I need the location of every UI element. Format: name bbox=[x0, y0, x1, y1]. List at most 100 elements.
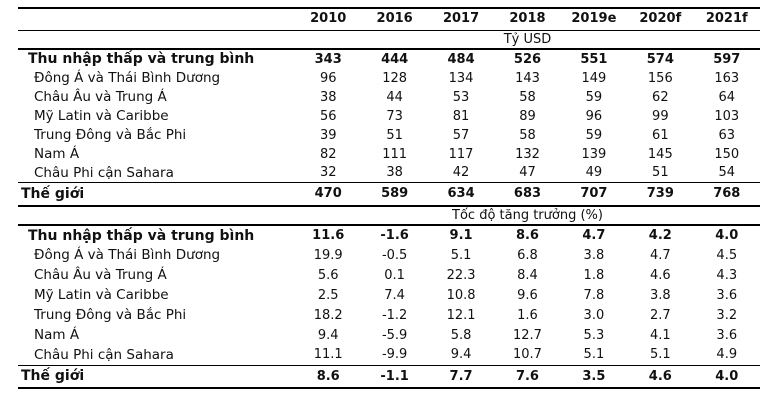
cell: 58 bbox=[519, 89, 536, 105]
cell: 96 bbox=[585, 108, 603, 124]
row-label: Thu nhập thấp và trung bình bbox=[28, 227, 255, 244]
cell: 4.0 bbox=[693, 364, 760, 390]
cell: 6.8 bbox=[517, 247, 538, 263]
remittances-table: 2010 2016 2017 2018 2019e 2020f 2021f Tỷ… bbox=[18, 7, 760, 390]
row-label: Thế giới bbox=[18, 182, 295, 207]
cell: 4.6 bbox=[649, 267, 671, 283]
table-row: Châu Phi cận Sahara 32 38 42 47 49 51 54 bbox=[18, 164, 760, 183]
cell: 59 bbox=[585, 127, 603, 143]
row-label: Nam Á bbox=[34, 146, 80, 163]
cell: 444 bbox=[381, 51, 409, 67]
cell: 11.1 bbox=[313, 347, 343, 363]
unit-band-growth-label: Tốc độ tăng trưởng (%) bbox=[295, 205, 760, 227]
column-header-2010: 2010 bbox=[295, 7, 362, 31]
cell: 3.8 bbox=[583, 247, 605, 263]
cell: -1.6 bbox=[380, 228, 409, 244]
cell: 82 bbox=[319, 146, 337, 162]
cell: 38 bbox=[386, 165, 403, 181]
column-header-2021f: 2021f bbox=[693, 7, 760, 31]
cell: 4.1 bbox=[649, 327, 671, 343]
row-label: Mỹ Latin và Caribbe bbox=[34, 287, 169, 304]
cell: 117 bbox=[448, 146, 474, 162]
cell: 4.0 bbox=[715, 228, 739, 244]
cell: 574 bbox=[646, 51, 674, 67]
cell: 81 bbox=[452, 108, 470, 124]
cell: 32 bbox=[319, 165, 337, 181]
cell: 5.1 bbox=[450, 247, 472, 263]
cell: 4.5 bbox=[716, 247, 738, 263]
cell: 7.8 bbox=[583, 287, 605, 303]
cell: 3.6 bbox=[716, 327, 738, 343]
cell: 3.8 bbox=[649, 287, 671, 303]
corner-cell bbox=[18, 7, 295, 31]
row-label: Trung Đông và Bắc Phi bbox=[34, 307, 187, 324]
cell: 597 bbox=[713, 51, 741, 67]
cell: 1.8 bbox=[583, 267, 605, 283]
cell: 3.5 bbox=[560, 364, 628, 390]
world-total-row: Thế giới 8.6 -1.1 7.7 7.6 3.5 4.6 4.0 bbox=[18, 364, 760, 390]
cell: 128 bbox=[382, 70, 408, 86]
cell: 54 bbox=[718, 165, 736, 181]
cell: 22.3 bbox=[446, 267, 476, 283]
column-header-2017: 2017 bbox=[427, 7, 495, 31]
cell: -1.1 bbox=[361, 364, 428, 390]
cell: 526 bbox=[513, 51, 542, 67]
row-label: Nam Á bbox=[34, 327, 80, 344]
cell: 5.1 bbox=[649, 347, 671, 363]
cell: 62 bbox=[652, 89, 669, 105]
cell: -9.9 bbox=[381, 347, 408, 363]
cell: 4.7 bbox=[582, 228, 606, 244]
column-header-2020f: 2020f bbox=[627, 7, 694, 31]
cell: 139 bbox=[581, 146, 607, 162]
unit-band-usd-row: Tỷ USD bbox=[18, 30, 760, 51]
cell: -1.2 bbox=[381, 307, 408, 323]
table-row: Nam Á 9.4 -5.9 5.8 12.7 5.3 4.1 3.6 bbox=[18, 325, 760, 345]
cell: 5.8 bbox=[450, 327, 472, 343]
cell: 51 bbox=[652, 165, 669, 181]
empty-cell bbox=[18, 30, 295, 51]
cell: 2.5 bbox=[317, 287, 339, 303]
column-header-2016: 2016 bbox=[361, 7, 428, 31]
cell: 343 bbox=[314, 51, 342, 67]
cell: 634 bbox=[427, 182, 495, 207]
table-row: Nam Á 82 111 117 132 139 145 150 bbox=[18, 145, 760, 164]
cell: 53 bbox=[452, 89, 470, 105]
cell: 89 bbox=[519, 108, 536, 124]
cell: 11.6 bbox=[312, 228, 345, 244]
unit-band-usd-label: Tỷ USD bbox=[295, 30, 760, 51]
table-row: Mỹ Latin và Caribbe 2.5 7.4 10.8 9.6 7.8… bbox=[18, 285, 760, 305]
row-label: Châu Phi cận Sahara bbox=[34, 347, 174, 364]
cell: 5.1 bbox=[583, 347, 605, 363]
cell: 132 bbox=[515, 146, 540, 162]
table-row: Châu Phi cận Sahara 11.1 -9.9 9.4 10.7 5… bbox=[18, 345, 760, 365]
cell: 470 bbox=[295, 182, 362, 207]
table-row: Thu nhập thấp và trung bình 11.6 -1.6 9.… bbox=[18, 225, 760, 245]
cell: 3.6 bbox=[716, 287, 738, 303]
cell: 2.7 bbox=[649, 307, 671, 323]
cell: 8.6 bbox=[295, 364, 362, 390]
cell: 589 bbox=[361, 182, 428, 207]
table-row: Mỹ Latin và Caribbe 56 73 81 89 96 99 10… bbox=[18, 107, 760, 126]
cell: 707 bbox=[560, 182, 628, 207]
cell: 739 bbox=[627, 182, 694, 207]
cell: 9.1 bbox=[449, 228, 473, 244]
column-header-2018: 2018 bbox=[494, 7, 561, 31]
cell: 39 bbox=[319, 127, 337, 143]
cell: 19.9 bbox=[313, 247, 343, 263]
cell: 42 bbox=[452, 165, 470, 181]
column-header-2019e: 2019e bbox=[560, 7, 628, 31]
cell: 10.8 bbox=[446, 287, 476, 303]
cell: 3.2 bbox=[716, 307, 738, 323]
cell: 134 bbox=[448, 70, 474, 86]
row-label: Châu Âu và Trung Á bbox=[34, 89, 167, 106]
row-label: Đông Á và Thái Bình Dương bbox=[34, 70, 221, 87]
row-label: Trung Đông và Bắc Phi bbox=[34, 127, 187, 144]
cell: 156 bbox=[647, 70, 673, 86]
cell: 5.6 bbox=[317, 267, 339, 283]
cell: 18.2 bbox=[313, 307, 343, 323]
table-row: Châu Âu và Trung Á 5.6 0.1 22.3 8.4 1.8 … bbox=[18, 265, 760, 285]
row-label: Thu nhập thấp và trung bình bbox=[28, 51, 255, 68]
row-label: Đông Á và Thái Bình Dương bbox=[34, 247, 221, 264]
cell: 38 bbox=[319, 89, 337, 105]
